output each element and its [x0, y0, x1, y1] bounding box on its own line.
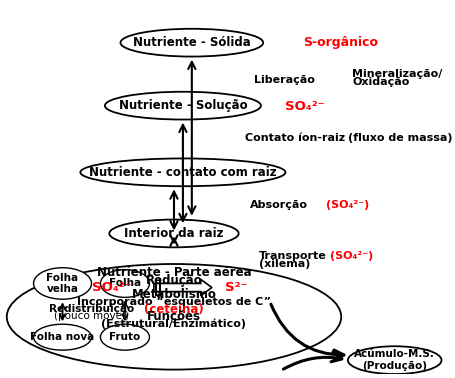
Text: Contato íon-raiz: Contato íon-raiz — [245, 133, 345, 143]
Ellipse shape — [121, 29, 263, 57]
Text: Incorporado “esqueletos de C”: Incorporado “esqueletos de C” — [77, 297, 271, 307]
Ellipse shape — [7, 264, 341, 370]
Text: (fluxo de massa): (fluxo de massa) — [348, 133, 452, 143]
Text: (ceteína): (ceteína) — [144, 302, 204, 316]
Text: Acúmulo-M.S.
(Produção): Acúmulo-M.S. (Produção) — [354, 349, 435, 371]
Text: Folha: Folha — [109, 279, 141, 288]
Text: (SO₄²⁻): (SO₄²⁻) — [330, 251, 373, 262]
Ellipse shape — [105, 92, 261, 119]
Text: (xilema): (xilema) — [259, 259, 310, 269]
Text: Mineralização/: Mineralização/ — [352, 69, 443, 79]
Ellipse shape — [109, 220, 239, 247]
Text: Folha nova: Folha nova — [30, 332, 95, 342]
Ellipse shape — [34, 268, 91, 299]
Text: Nutriente - Solução: Nutriente - Solução — [119, 99, 247, 112]
Text: Nutriente - contato com raiz: Nutriente - contato com raiz — [89, 166, 277, 179]
Text: S²⁻: S²⁻ — [225, 281, 248, 294]
Text: Nutriente - Parte aérea: Nutriente - Parte aérea — [96, 266, 251, 279]
Text: Absorção: Absorção — [250, 200, 308, 209]
Text: (SO₄²⁻): (SO₄²⁻) — [326, 200, 369, 209]
Text: Nutriente - Sólida: Nutriente - Sólida — [133, 36, 251, 49]
Text: Oxidação: Oxidação — [352, 77, 410, 87]
Text: Transporte: Transporte — [259, 251, 327, 262]
Text: Folha
velha: Folha velha — [46, 273, 79, 294]
Text: SO₄²⁻: SO₄²⁻ — [92, 281, 131, 294]
Text: Redução: Redução — [146, 274, 202, 287]
Text: Funções: Funções — [147, 310, 201, 323]
Ellipse shape — [101, 324, 149, 350]
Text: (Estrutural/Enzimático): (Estrutural/Enzimático) — [101, 319, 247, 330]
FancyArrow shape — [154, 279, 212, 296]
Text: Redistribuição: Redistribuição — [49, 304, 134, 314]
Text: Fruto: Fruto — [109, 332, 141, 342]
Text: Interior da raiz: Interior da raiz — [124, 227, 224, 240]
Ellipse shape — [101, 270, 149, 297]
Ellipse shape — [81, 158, 285, 186]
Ellipse shape — [348, 346, 441, 374]
Text: S-orgânico: S-orgânico — [303, 36, 378, 49]
Ellipse shape — [34, 324, 91, 350]
Text: Metabolismo: Metabolismo — [131, 288, 217, 301]
Text: Liberação: Liberação — [254, 75, 315, 85]
Text: (pouco movel): (pouco movel) — [54, 311, 129, 321]
Text: SO₄²⁻: SO₄²⁻ — [285, 100, 325, 113]
